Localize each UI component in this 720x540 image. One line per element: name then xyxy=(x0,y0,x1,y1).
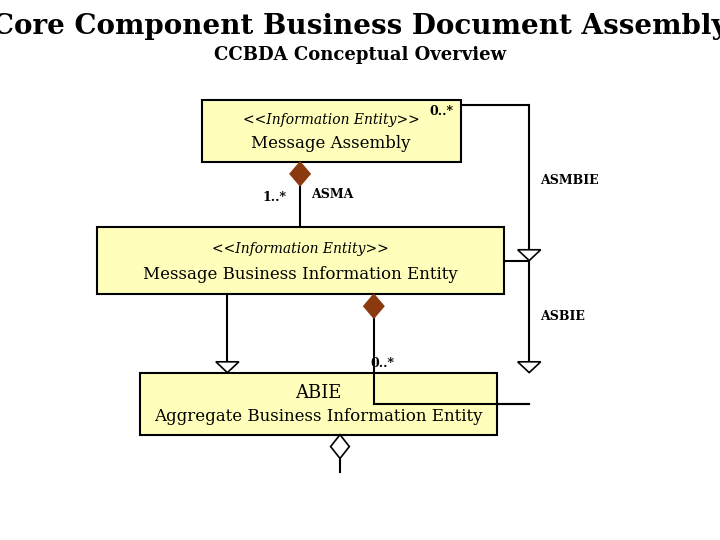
Polygon shape xyxy=(364,294,384,318)
Polygon shape xyxy=(216,362,239,373)
Bar xyxy=(97,227,504,294)
Bar xyxy=(202,100,461,162)
Text: 0..*: 0..* xyxy=(430,105,454,118)
Polygon shape xyxy=(518,362,541,373)
Text: Message Assembly: Message Assembly xyxy=(251,135,411,152)
Text: 0..*: 0..* xyxy=(370,357,395,370)
Text: ASMA: ASMA xyxy=(311,188,354,201)
Text: CCBDA Conceptual Overview: CCBDA Conceptual Overview xyxy=(214,46,506,64)
Text: <<Information Entity>>: <<Information Entity>> xyxy=(212,242,389,256)
Text: 1..*: 1..* xyxy=(263,191,287,204)
Text: ASBIE: ASBIE xyxy=(540,310,585,323)
Polygon shape xyxy=(518,249,541,260)
Text: Message Business Information Entity: Message Business Information Entity xyxy=(143,266,458,282)
Text: Aggregate Business Information Entity: Aggregate Business Information Entity xyxy=(154,408,483,424)
Text: Core Component Business Document Assembly: Core Component Business Document Assembl… xyxy=(0,14,720,40)
Polygon shape xyxy=(330,435,349,458)
Text: ABIE: ABIE xyxy=(295,384,342,402)
Bar xyxy=(140,373,497,435)
Text: ASMBIE: ASMBIE xyxy=(540,174,598,187)
Text: <<Information Entity>>: <<Information Entity>> xyxy=(243,113,420,127)
Polygon shape xyxy=(290,162,310,186)
